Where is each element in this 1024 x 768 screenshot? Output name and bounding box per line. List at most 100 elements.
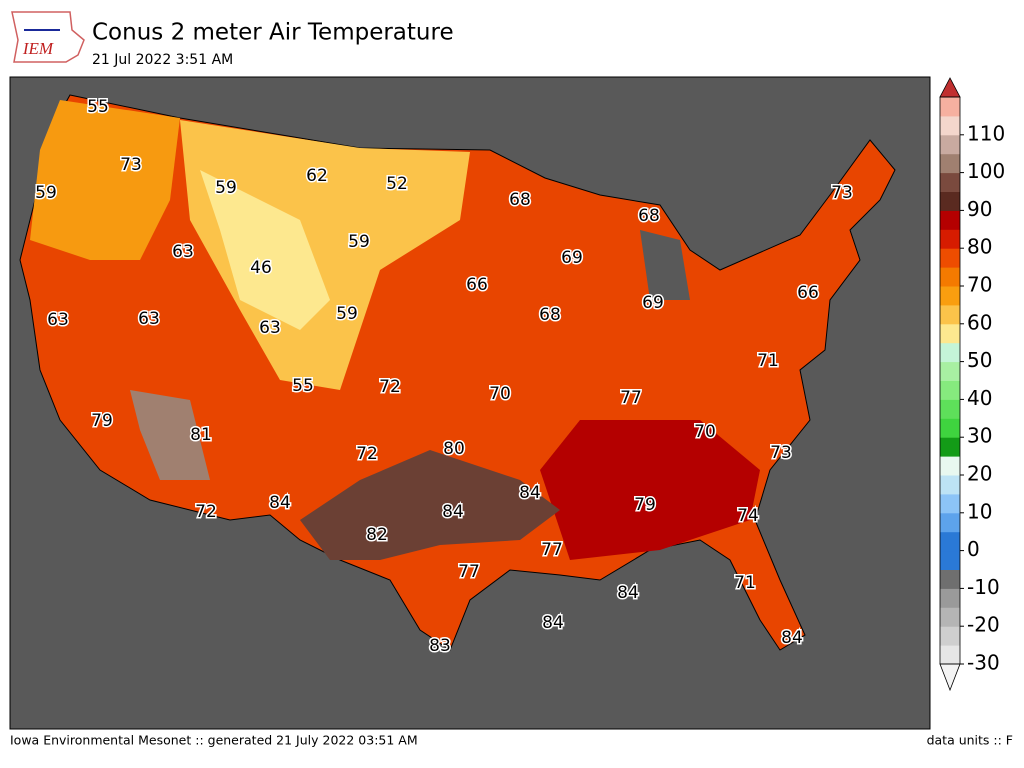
- station-value: 66: [797, 283, 819, 303]
- colorbar-tick-label: 10: [967, 499, 992, 523]
- station-value: 79: [91, 411, 113, 431]
- colorbar-band: [940, 191, 960, 211]
- colorbar-band: [940, 134, 960, 155]
- colorbar-band: [940, 286, 960, 306]
- station-value: 77: [458, 562, 480, 582]
- station-value: 74: [737, 506, 759, 526]
- colorbar-band: [940, 531, 960, 552]
- station-value: 69: [561, 248, 583, 268]
- station-value: 72: [379, 377, 401, 397]
- colorbar-band: [940, 210, 960, 230]
- logo: IEM: [11, 11, 85, 63]
- station-value: 72: [195, 502, 217, 522]
- colorbar-band: [940, 380, 960, 400]
- colorbar-band: [940, 456, 960, 476]
- colorbar-band: [940, 607, 960, 627]
- colorbar-band: [940, 304, 960, 325]
- footer-right: data units :: F: [927, 733, 1013, 748]
- station-value: 71: [734, 573, 756, 593]
- station-value: 66: [466, 275, 488, 295]
- colorbar-tick-label: 40: [967, 386, 992, 410]
- colorbar-band: [940, 569, 960, 589]
- colorbar-band: [940, 418, 960, 438]
- colorbar-band: [940, 342, 960, 363]
- station-value: 59: [336, 304, 358, 324]
- colorbar-low-end: [939, 663, 961, 692]
- colorbar-tick-label: -20: [967, 613, 1000, 637]
- colorbar-tick-label: -10: [967, 575, 1000, 599]
- region-cool: [200, 170, 330, 330]
- station-value: 63: [172, 242, 194, 262]
- colorbar-tick-label: 60: [967, 310, 992, 334]
- station-value: 72: [356, 444, 378, 464]
- station-labels: 55 73 59 59 62 52 68 68 73 63 46 59 69 66 66 63 63 63 59 68…: [34, 96, 855, 658]
- region-hottest: [300, 450, 560, 560]
- colorbar-band: [940, 172, 960, 192]
- logo-text: IEM: [22, 39, 54, 58]
- colorbar-band: [940, 267, 960, 287]
- station-value: 70: [694, 422, 716, 442]
- station-value: 46: [250, 258, 272, 278]
- subtitle: 21 Jul 2022 3:51 AM: [92, 52, 233, 68]
- colorbar-tick-label: 90: [967, 197, 992, 221]
- title: Conus 2 meter Air Temperature: [92, 20, 454, 46]
- colorbar-high-end: [939, 77, 961, 98]
- station-value: 55: [292, 376, 314, 396]
- colorbar-band: [940, 323, 960, 344]
- colorbar-band: [940, 512, 960, 533]
- station-value: 73: [831, 183, 853, 203]
- station-value: 79: [634, 495, 656, 515]
- station-value: 77: [541, 540, 563, 560]
- colorbar-frame: [939, 96, 961, 665]
- colorbar-band: [940, 475, 960, 495]
- station-value: 84: [617, 583, 639, 603]
- colorbar-band: [940, 626, 960, 646]
- colorbar-band: [940, 493, 960, 514]
- station-value: 84: [442, 502, 464, 522]
- station-value: 84: [542, 613, 564, 633]
- station-value: 84: [519, 483, 541, 503]
- colorbar-band: [940, 97, 960, 117]
- map: [9, 76, 931, 730]
- logo-outline: [11, 11, 85, 63]
- station-value: 70: [489, 384, 511, 404]
- station-value: 52: [386, 174, 408, 194]
- colorbar-tick-label: -30: [967, 651, 1000, 675]
- colorbar-band: [940, 550, 960, 570]
- colorbar-band: [940, 588, 960, 608]
- colorbar-band: [940, 153, 960, 174]
- station-value: 68: [509, 190, 531, 210]
- station-value: 84: [269, 493, 291, 513]
- colorbar: -30 -20 -10 0 10 20 30 40 50 60 70 80 90 100 110: [939, 77, 1005, 692]
- colorbar-band: [940, 248, 960, 268]
- station-value: 59: [35, 183, 57, 203]
- colorbar-tick-label: 50: [967, 348, 992, 372]
- colorbar-tick-label: 80: [967, 235, 992, 259]
- station-value: 73: [120, 155, 142, 175]
- station-value: 77: [620, 388, 642, 408]
- region-hot: [540, 420, 760, 560]
- region-mild: [180, 120, 470, 390]
- station-value: 68: [638, 206, 660, 226]
- colorbar-band: [940, 361, 960, 381]
- colorbar-band: [940, 229, 960, 249]
- colorbar-band: [940, 645, 960, 665]
- colorbar-tick-label: 110: [967, 121, 1005, 145]
- region-warm: [30, 100, 180, 260]
- colorbar-tick-label: 100: [967, 159, 1005, 183]
- colorbar-band: [940, 115, 960, 136]
- colorbar-tick-label: 20: [967, 462, 992, 486]
- colorbar-band: [940, 399, 960, 419]
- colorbar-band: [940, 437, 960, 457]
- station-value: 81: [190, 425, 212, 445]
- station-value: 84: [781, 628, 803, 648]
- station-value: 55: [87, 97, 109, 117]
- station-value: 69: [642, 293, 664, 313]
- station-value: 80: [443, 439, 465, 459]
- station-value: 83: [429, 636, 451, 656]
- station-value: 63: [47, 310, 69, 330]
- station-value: 73: [770, 443, 792, 463]
- station-value: 82: [366, 525, 388, 545]
- station-value: 62: [306, 166, 328, 186]
